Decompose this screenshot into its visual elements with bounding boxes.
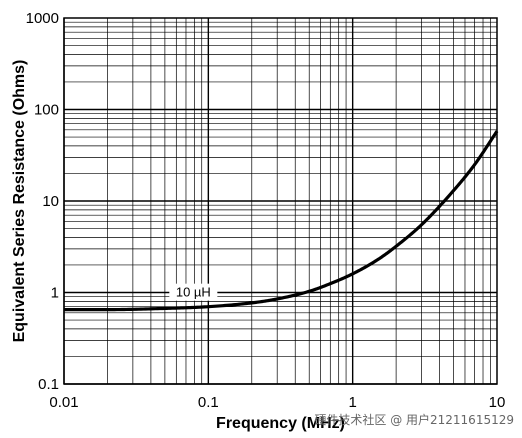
y-tick-label: 1 <box>51 285 59 302</box>
y-tick-label: 1000 <box>26 10 59 27</box>
x-tick-labels: 0.01 0.1 1 10 <box>49 394 505 411</box>
y-tick-label: 0.1 <box>38 376 59 393</box>
y-tick-label: 10 <box>42 193 59 210</box>
watermark-text: 硬件技术社区 @ 用户21211615129 <box>314 412 514 427</box>
x-tick-label: 0.01 <box>49 394 78 411</box>
x-tick-label: 1 <box>348 394 356 411</box>
x-axis-title: Frequency (MHz) <box>216 415 345 432</box>
y-tick-labels: 0.1 1 10 100 1000 <box>26 10 59 393</box>
plot-frame <box>63 17 498 385</box>
series-label-10uh: 10 µH <box>176 285 211 300</box>
y-axis-title: Equivalent Series Resistance (Ohms) <box>11 60 28 343</box>
series-line-10uh <box>64 130 499 312</box>
x-tick-label: 10 <box>489 394 506 411</box>
y-tick-label: 100 <box>34 102 59 119</box>
series-label-background <box>169 283 218 301</box>
x-tick-label: 0.1 <box>198 394 219 411</box>
